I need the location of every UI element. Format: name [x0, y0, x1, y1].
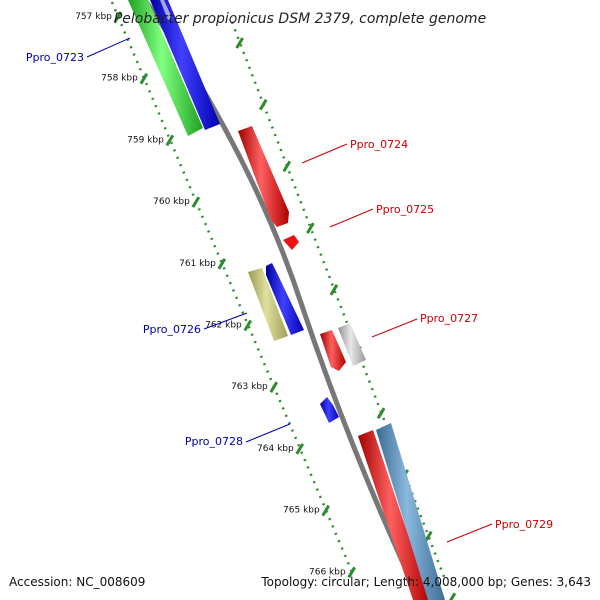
gene-shape-ppro-0727[interactable] — [320, 330, 346, 371]
gene-label-ppro-0726[interactable]: Ppro_0726 — [143, 323, 201, 336]
leader-ppro-0727 — [371, 318, 418, 338]
tick-mark-right — [235, 37, 244, 49]
tick-mark — [321, 504, 331, 517]
gene-label-ppro-0725[interactable]: Ppro_0725 — [376, 203, 434, 216]
tick-label: 760 kbp — [153, 197, 190, 207]
gene-olive-band[interactable] — [248, 268, 288, 341]
tick-label: 764 kbp — [257, 444, 294, 454]
tick-mark — [347, 566, 356, 579]
leader-ppro-0726 — [203, 312, 248, 330]
tick-mark — [165, 134, 175, 147]
tick-mark-right — [376, 407, 386, 419]
tick-mark — [295, 443, 305, 455]
tick-label: 762 kbp — [205, 321, 242, 331]
gene-separator — [160, 0, 172, 20]
gene-label-ppro-0727[interactable]: Ppro_0727 — [420, 312, 478, 325]
tick-mark — [269, 381, 279, 393]
tick-label: 761 kbp — [179, 259, 216, 269]
gene-green-band[interactable] — [128, 0, 203, 136]
tick-mark — [139, 72, 149, 85]
leader-ppro-0728 — [245, 423, 291, 443]
gene-shape-ppro-0728[interactable] — [320, 397, 339, 423]
tick-mark-right — [449, 592, 457, 600]
tick-label: 766 kbp — [309, 567, 346, 577]
leader-ppro-0729 — [446, 523, 493, 543]
tick-mark-right — [282, 160, 292, 173]
gene-shape-ppro-0723[interactable] — [150, 0, 220, 130]
tick-mark-right — [329, 284, 339, 296]
gene-shape-ppro-0725[interactable] — [283, 235, 299, 250]
gene-label-ppro-0724[interactable]: Ppro_0724 — [350, 138, 408, 151]
tick-group: 757 kbp 758 kbp 759 kbp 760 kbp 761 kbp 762 k… — [75, 11, 457, 600]
topology-text: Topology: circular; Length: 4,008,000 bp… — [261, 575, 591, 589]
tick-label: 759 kbp — [127, 135, 164, 145]
tick-mark — [191, 196, 201, 208]
tick-mark — [243, 319, 253, 332]
tick-mark-right — [306, 222, 315, 234]
leader-ppro-0724 — [301, 143, 348, 164]
map-title: Pelobacter propionicus DSM 2379, complet… — [114, 11, 486, 27]
gene-shape-ppro-0726[interactable] — [266, 263, 304, 335]
tick-label: 757 kbp — [75, 12, 112, 22]
gene-grey[interactable] — [338, 323, 366, 366]
gene-label-ppro-0723[interactable]: Ppro_0723 — [26, 51, 84, 64]
gene-shape-ppro-0729[interactable] — [358, 430, 430, 600]
gene-label-group: Ppro_0723 Ppro_0724 Ppro_0725 Ppro_0726 … — [26, 37, 553, 543]
gene-shape-ppro-0724[interactable] — [238, 126, 289, 227]
tick-mark — [113, 11, 123, 23]
tick-mark-right — [258, 98, 268, 111]
gene-label-ppro-0729[interactable]: Ppro_0729 — [495, 518, 553, 531]
tick-label: 758 kbp — [101, 74, 138, 84]
tick-label: 763 kbp — [231, 382, 268, 392]
tick-label: 765 kbp — [283, 506, 320, 516]
gene-label-ppro-0728[interactable]: Ppro_0728 — [185, 435, 243, 448]
tick-mark — [217, 258, 227, 270]
tick-rail-left — [110, 1, 354, 573]
gene-steel-band[interactable] — [376, 423, 445, 600]
leader-ppro-0723 — [86, 37, 131, 58]
accession-text: Accession: NC_008609 — [9, 575, 146, 589]
leader-ppro-0725 — [329, 208, 374, 228]
